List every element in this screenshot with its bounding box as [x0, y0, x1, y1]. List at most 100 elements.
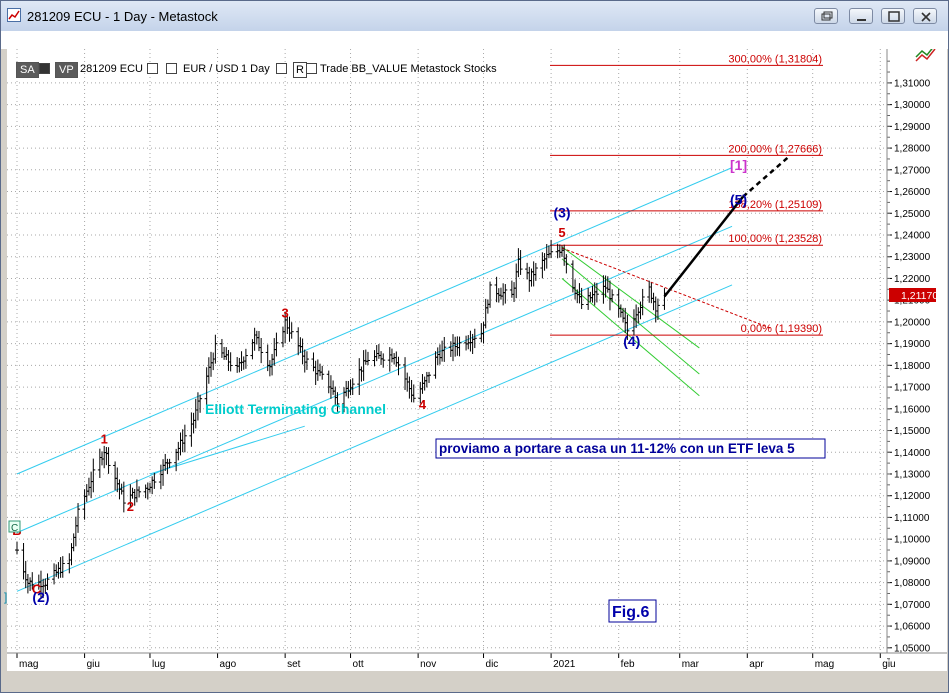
y-tick-label: 1,18000	[894, 361, 931, 372]
security-dropdown-icon[interactable]	[147, 63, 158, 74]
minimize-button[interactable]	[849, 8, 873, 24]
ohlc-bar	[137, 486, 142, 498]
y-tick-label: 1,20000	[894, 317, 931, 328]
fib-level-label: 0,00% (1,19390)	[741, 323, 822, 335]
window-title: 281209 ECU - 1 Day - Metastock	[27, 9, 218, 24]
ohlc-bar	[564, 254, 569, 274]
x-tick-label: nov	[420, 659, 436, 670]
ohlc-bar	[45, 573, 50, 591]
target-dashed-line	[561, 247, 772, 329]
symbol-selector-icon[interactable]	[166, 63, 177, 74]
ohlc-bar	[167, 458, 172, 468]
wave-label: (2)	[32, 589, 49, 605]
channel-line-lower	[16, 284, 733, 592]
close-button[interactable]	[913, 8, 937, 24]
ohlc-bar	[640, 288, 645, 316]
ohlc-bar	[625, 314, 630, 340]
ohlc-bar	[335, 392, 340, 412]
fib-level-label: 138,20% (1,25109)	[728, 199, 822, 211]
sa-button[interactable]: SA	[16, 62, 39, 78]
left-bracket: ]	[4, 590, 7, 604]
correction-line-middle	[561, 258, 700, 375]
ohlc-bar	[594, 282, 599, 303]
sa-dropdown-icon[interactable]	[39, 63, 50, 74]
ohlc-bar	[198, 394, 203, 413]
ohlc-bar	[76, 503, 81, 533]
x-tick-label: dic	[486, 659, 499, 670]
y-tick-label: 1,30000	[894, 100, 931, 111]
figure-label: Fig.6	[612, 604, 649, 621]
ohlc-bar	[427, 371, 432, 383]
minimize-icon	[857, 19, 866, 21]
r-button[interactable]: R	[293, 62, 307, 78]
y-tick-label: 1,25000	[894, 209, 931, 220]
last-price-label: 1,21170	[901, 290, 938, 302]
title-bar[interactable]: 281209 ECU - 1 Day - Metastock	[1, 1, 948, 32]
ohlc-bar	[579, 287, 584, 310]
r-dropdown-icon[interactable]	[306, 63, 317, 74]
period-dropdown-icon[interactable]	[276, 63, 287, 74]
ohlc-bar	[60, 556, 65, 578]
price-axis-area[interactable]	[887, 49, 947, 653]
y-tick-label: 1,23000	[894, 252, 931, 263]
y-tick-label: 1,22000	[894, 274, 931, 285]
restore-down-button[interactable]	[814, 8, 838, 24]
y-tick-label: 1,10000	[894, 535, 931, 546]
wave-label: (4)	[623, 333, 640, 349]
ohlc-bar	[396, 356, 401, 376]
x-tick-label: giu	[882, 659, 895, 670]
y-tick-label: 1,08000	[894, 578, 931, 589]
ohlc-bar	[655, 298, 660, 320]
y-tick-label: 1,24000	[894, 230, 931, 241]
ohlc-bar	[320, 365, 325, 380]
figure-label-box	[608, 599, 657, 623]
x-tick-label: 2021	[553, 659, 576, 670]
ohlc-bar	[106, 447, 111, 474]
x-tick-label: set	[287, 659, 301, 670]
ohlc-bar	[442, 336, 447, 362]
fib-level-label: 200,00% (1,27666)	[728, 143, 822, 155]
ohlc-bar	[259, 337, 264, 364]
maximize-button[interactable]	[881, 8, 905, 24]
y-tick-label: 1,29000	[894, 122, 931, 133]
y-tick-label: 1,27000	[894, 165, 931, 176]
ohlc-bar	[15, 541, 19, 555]
wave-label: 4	[419, 397, 427, 412]
y-tick-label: 1,15000	[894, 426, 931, 437]
ohlc-bar	[488, 281, 493, 308]
fib-level-label: 300,00% (1,31804)	[728, 53, 822, 65]
price-chart[interactable]: 300,00% (1,31804) 200,00% (1,27666) 138,20…	[1, 31, 948, 692]
y-tick-label: 1,19000	[894, 339, 931, 350]
ohlc-bar	[365, 351, 370, 366]
correction-line-top	[561, 246, 700, 349]
wave-label: [1]	[730, 157, 747, 173]
ohlc-bar	[457, 336, 462, 357]
security-name: 281209 ECU	[80, 63, 143, 75]
x-tick-label: lug	[152, 659, 165, 670]
wave-label: 3	[282, 306, 289, 321]
vp-button[interactable]: VP	[55, 62, 78, 78]
y-tick-label: 1,11000	[894, 513, 930, 524]
close-icon	[921, 12, 931, 22]
ohlc-bar	[91, 458, 96, 493]
x-tick-label: feb	[621, 659, 635, 670]
y-tick-label: 1,06000	[894, 622, 931, 633]
plot-area[interactable]	[7, 49, 887, 653]
ohlc-bar	[381, 353, 386, 368]
last-price-badge	[889, 288, 936, 302]
restore-icon	[821, 11, 833, 21]
ohlc-bar	[503, 284, 508, 304]
time-axis-area[interactable]	[7, 653, 947, 671]
maximize-icon	[888, 11, 900, 22]
comment-box	[435, 438, 826, 459]
ohlc-bar	[350, 378, 355, 395]
ohlc-bar	[289, 322, 294, 339]
chart-app-icon	[7, 8, 21, 22]
ohlc-bar	[243, 348, 248, 369]
wave-label: (5)	[730, 192, 747, 208]
fib-level-label: 100,00% (1,23528)	[728, 233, 822, 245]
x-tick-label: mar	[682, 659, 700, 670]
ohlc-bar	[182, 424, 187, 453]
y-tick-label: 1,17000	[894, 383, 931, 394]
